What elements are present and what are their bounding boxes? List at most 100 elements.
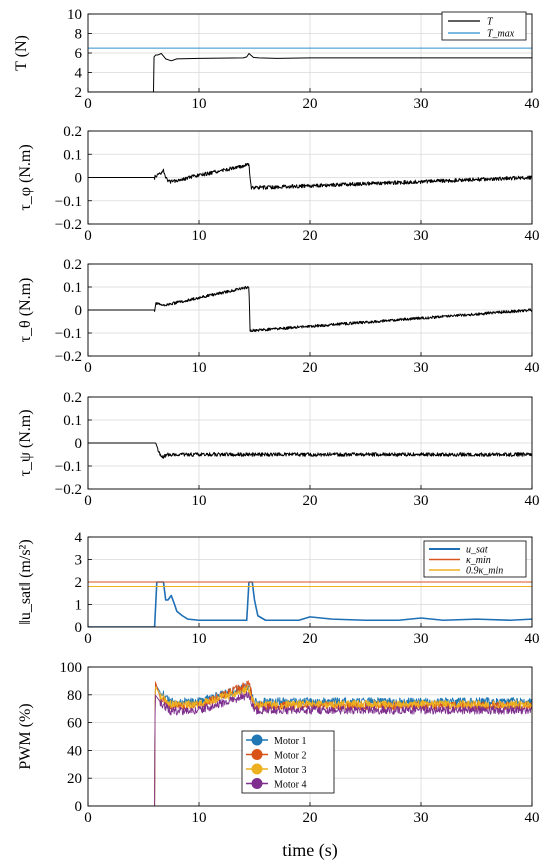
axes-frame — [87, 13, 533, 93]
legend-label: 0.9κ_min — [466, 566, 503, 577]
y-tick-label: 80 — [67, 688, 82, 704]
x-tick-label: 40 — [525, 96, 540, 112]
axes-frame — [87, 536, 533, 628]
legend-label: Motor 4 — [274, 780, 307, 791]
legend-label: T_max — [487, 29, 515, 40]
y-tick-label: 60 — [67, 716, 82, 732]
x-tick-label: 0 — [84, 493, 92, 509]
legend-box — [441, 11, 527, 41]
series-line-t — [88, 52, 532, 92]
series-line — [88, 162, 532, 190]
y-tick-label: 10 — [67, 7, 82, 23]
y-tick-label: 8 — [75, 27, 83, 43]
x-tick-label: 30 — [414, 228, 429, 244]
x-tick-label: 10 — [192, 360, 207, 376]
y-tick-label: 2 — [75, 575, 83, 591]
x-tick-label: 40 — [525, 631, 540, 647]
y-tick-label: −0.2 — [55, 349, 82, 365]
x-tick-label: 20 — [303, 631, 318, 647]
y-tick-label: 0 — [75, 620, 83, 636]
x-tick-label: 10 — [192, 631, 207, 647]
y-axis-label: τ_θ (N.m) — [17, 278, 34, 343]
axes-frame — [87, 396, 533, 490]
chart-panel-2: 0 10 20 30 40 0.2 0.1 0 −0.1 −0.2 τ_φ (N.m) — [17, 124, 540, 244]
x-tick-label: 40 — [525, 360, 540, 376]
series-line — [88, 442, 532, 459]
y-axis-label: T (N) — [13, 35, 30, 71]
series-line-motor-3 — [88, 685, 532, 806]
y-tick-label: −0.1 — [55, 326, 82, 342]
legend-label: Motor 1 — [274, 736, 307, 747]
plot-area — [88, 680, 532, 806]
legend-marker — [251, 778, 263, 789]
x-tick-label: 0 — [84, 96, 92, 112]
x-tick-label: 20 — [303, 96, 318, 112]
y-tick-label: 0 — [75, 303, 83, 319]
y-tick-label: −0.2 — [55, 217, 82, 233]
y-tick-label: −0.1 — [55, 459, 82, 475]
x-tick-label: 20 — [303, 493, 318, 509]
y-axis-label: PWM (%) — [17, 703, 34, 769]
y-tick-label: −0.2 — [55, 482, 82, 498]
plot-area — [88, 285, 532, 333]
x-tick-label: 10 — [192, 228, 207, 244]
x-tick-label: 40 — [525, 228, 540, 244]
y-axis-label: ‖u_sat‖ (m/s²) — [17, 539, 34, 624]
plot-area — [88, 47, 532, 92]
x-tick-label: 30 — [414, 96, 429, 112]
y-tick-label: 4 — [75, 66, 83, 82]
legend-label: Motor 2 — [274, 751, 307, 762]
y-tick-label: 0 — [75, 436, 83, 452]
x-tick-label: 30 — [414, 493, 429, 509]
chart-panel-3: 0 10 20 30 40 0.2 0.1 0 −0.1 −0.2 τ_θ (N.m) — [17, 257, 540, 376]
legend-label: u_sat — [466, 545, 488, 556]
y-tick-label: −0.1 — [55, 194, 82, 210]
series-line-motor-4 — [88, 691, 532, 806]
chart-panel-4: 0 10 20 30 40 0.2 0.1 0 −0.1 −0.2 τ_ψ (N.m) — [17, 390, 540, 509]
y-tick-label: 0 — [75, 171, 83, 187]
legend-marker — [251, 749, 263, 760]
y-tick-label: 0.1 — [63, 413, 82, 429]
x-tick-label: 10 — [192, 96, 207, 112]
legend-marker — [251, 763, 263, 775]
chart-panel-1: 0 10 20 30 40 2 4 6 8 10 T (N) TT_max — [13, 7, 540, 112]
y-tick-label: 6 — [75, 46, 83, 62]
x-tick-label: 10 — [192, 493, 207, 509]
x-tick-label: 20 — [303, 810, 318, 826]
x-tick-label: 0 — [84, 631, 92, 647]
x-tick-label: 0 — [84, 810, 92, 826]
y-tick-label: 0.1 — [63, 147, 82, 163]
y-tick-label: 0.2 — [63, 257, 82, 273]
plot-area — [88, 581, 532, 627]
x-tick-label: 10 — [192, 810, 207, 826]
y-tick-label: 1 — [75, 598, 83, 614]
x-axis-label: time (s) — [282, 840, 338, 861]
y-tick-label: 4 — [75, 530, 83, 546]
y-tick-label: 3 — [75, 553, 83, 569]
x-tick-label: 0 — [84, 228, 92, 244]
legend-label: Motor 3 — [274, 765, 307, 776]
legend-marker — [251, 734, 263, 746]
y-tick-label: 100 — [60, 660, 83, 676]
axes-frame — [87, 666, 533, 807]
plot-area — [88, 162, 532, 190]
y-axis-label: τ_ψ (N.m) — [17, 409, 34, 476]
x-tick-label: 0 — [84, 360, 92, 376]
series-line-motor-1 — [88, 683, 532, 806]
y-axis-label: τ_φ (N.m) — [17, 144, 34, 210]
x-tick-label: 30 — [414, 810, 429, 826]
chart-panel-6: 0 10 20 30 40 100 80 60 40 20 0 PWM (%) Motor 1 Motor… — [17, 660, 540, 826]
y-tick-label: 20 — [67, 771, 82, 787]
x-tick-label: 40 — [525, 810, 540, 826]
x-tick-label: 30 — [414, 631, 429, 647]
y-tick-label: 2 — [75, 85, 83, 101]
y-tick-label: 40 — [67, 743, 82, 759]
y-tick-label: 0.2 — [63, 124, 82, 140]
x-tick-label: 20 — [303, 360, 318, 376]
y-tick-label: 0 — [75, 799, 83, 815]
y-tick-label: 0.1 — [63, 280, 82, 296]
axes-frame — [87, 263, 533, 357]
x-tick-label: 30 — [414, 360, 429, 376]
